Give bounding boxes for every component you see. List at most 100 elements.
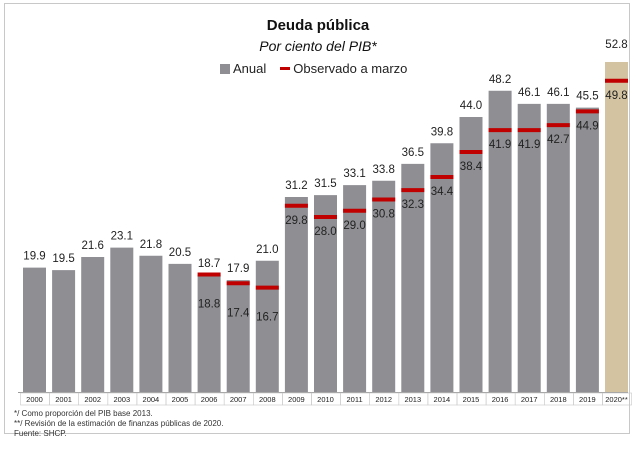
march-marker [372,197,396,202]
bar [255,260,279,392]
bar-value-label: 21.0 [256,244,278,256]
x-tick-label: 2004 [143,395,160,404]
chart-title: Deuda pública [266,17,370,34]
x-tick-label: 2018 [550,395,567,404]
bar [284,197,308,392]
bar-value-label: 21.8 [140,239,162,251]
x-tick-label: 2020** [605,395,628,404]
marker-value-label: 28.0 [314,226,336,238]
marker-value-label: 29.0 [343,220,365,232]
bar-value-label: 33.1 [343,168,365,180]
bar [459,117,483,392]
x-tick-label: 2016 [492,395,509,404]
legend-item-anual: Anual [233,61,267,76]
x-tick-label: 2012 [375,395,392,404]
marker-value-label: 41.9 [489,139,511,151]
bar [110,247,134,392]
marker-value-label: 29.8 [285,215,307,227]
bar-value-label: 48.2 [489,74,511,86]
x-tick-label: 2001 [55,395,72,404]
x-tick-label: 2010 [317,395,334,404]
x-tick-label: 2007 [230,395,247,404]
bar-value-label: 19.9 [23,251,45,263]
march-marker [517,128,541,133]
marker-value-label: 30.8 [373,209,395,221]
bar [314,195,337,392]
marker-value-label: 18.8 [198,299,220,311]
march-marker [314,215,337,219]
chart-legend: Anual Observado a marzo [220,61,407,76]
bar-value-label: 17.9 [227,263,249,275]
x-tick-label: 2014 [434,395,451,404]
march-marker [226,281,250,286]
x-tick-box [602,392,632,406]
bar-value-label: 39.8 [431,126,453,138]
x-tick-label: 2011 [347,395,363,404]
marker-value-label: 49.8 [605,90,627,102]
march-marker [343,208,367,213]
marker-value-label: 42.7 [547,134,569,146]
bar-value-label: 21.6 [82,240,104,252]
x-tick-label: 2002 [84,395,101,404]
marker-value-label: 34.4 [431,186,454,198]
bar [605,62,628,392]
chart-subtitle: Por ciento del PIB* [259,38,377,54]
bar-value-label: 36.5 [402,147,424,159]
bar [488,90,512,392]
bar [343,185,367,392]
bar [546,103,570,392]
legend-line-swatch [280,67,291,70]
x-tick-label: 2019 [579,395,596,404]
marker-value-label: 16.7 [256,312,278,324]
x-tick-label: 2005 [172,395,189,404]
legend-bar-swatch [220,63,230,74]
bar [430,143,454,392]
x-tick-label: 2013 [404,395,421,404]
bar [401,163,425,392]
x-tick-label: 2008 [259,395,276,404]
marker-value-label: 17.4 [227,307,250,319]
march-marker [430,175,454,179]
bar-value-label: 31.5 [314,178,336,190]
footnote: */ Como proporción del PIB base 2013. [14,409,153,418]
bar-value-label: 20.5 [169,247,191,259]
bar [517,103,541,392]
footnotes: */ Como proporción del PIB base 2013. **… [14,409,223,439]
bar [372,180,396,392]
bar-value-label: 45.5 [576,91,598,103]
legend-item-observado: Observado a marzo [293,61,408,76]
bar [52,270,76,392]
march-marker [255,285,279,290]
x-tick-label: 2009 [288,395,305,404]
marker-value-label: 44.9 [576,120,598,132]
bar-value-label: 33.8 [373,164,395,176]
marker-value-label: 41.9 [518,139,540,151]
march-marker [488,128,512,133]
bar-value-label: 52.8 [605,39,627,51]
bar [23,267,46,392]
bar-value-label: 46.1 [518,87,540,99]
footnote: **/ Revisión de la estimación de finanza… [14,419,224,428]
march-marker [197,272,221,277]
footnote: Fuente: SHCP. [14,429,67,438]
march-marker [605,78,628,83]
bar-value-label: 44.0 [460,100,482,112]
bar-value-label: 23.1 [111,231,133,243]
bar-value-label: 46.1 [547,87,569,99]
march-marker [575,109,599,114]
march-marker [546,123,570,128]
bar-value-label: 19.5 [52,253,74,265]
bar [81,257,105,392]
bar [197,275,221,392]
marker-value-label: 32.3 [402,199,424,211]
bar [168,263,192,392]
bar [575,107,599,392]
bar [226,280,250,392]
marker-value-label: 38.4 [460,161,483,173]
bar-value-label: 31.2 [285,180,307,192]
x-tick-label: 2006 [201,395,218,404]
march-marker [284,203,308,208]
bar-value-label: 18.7 [198,258,220,270]
bar [139,255,163,392]
